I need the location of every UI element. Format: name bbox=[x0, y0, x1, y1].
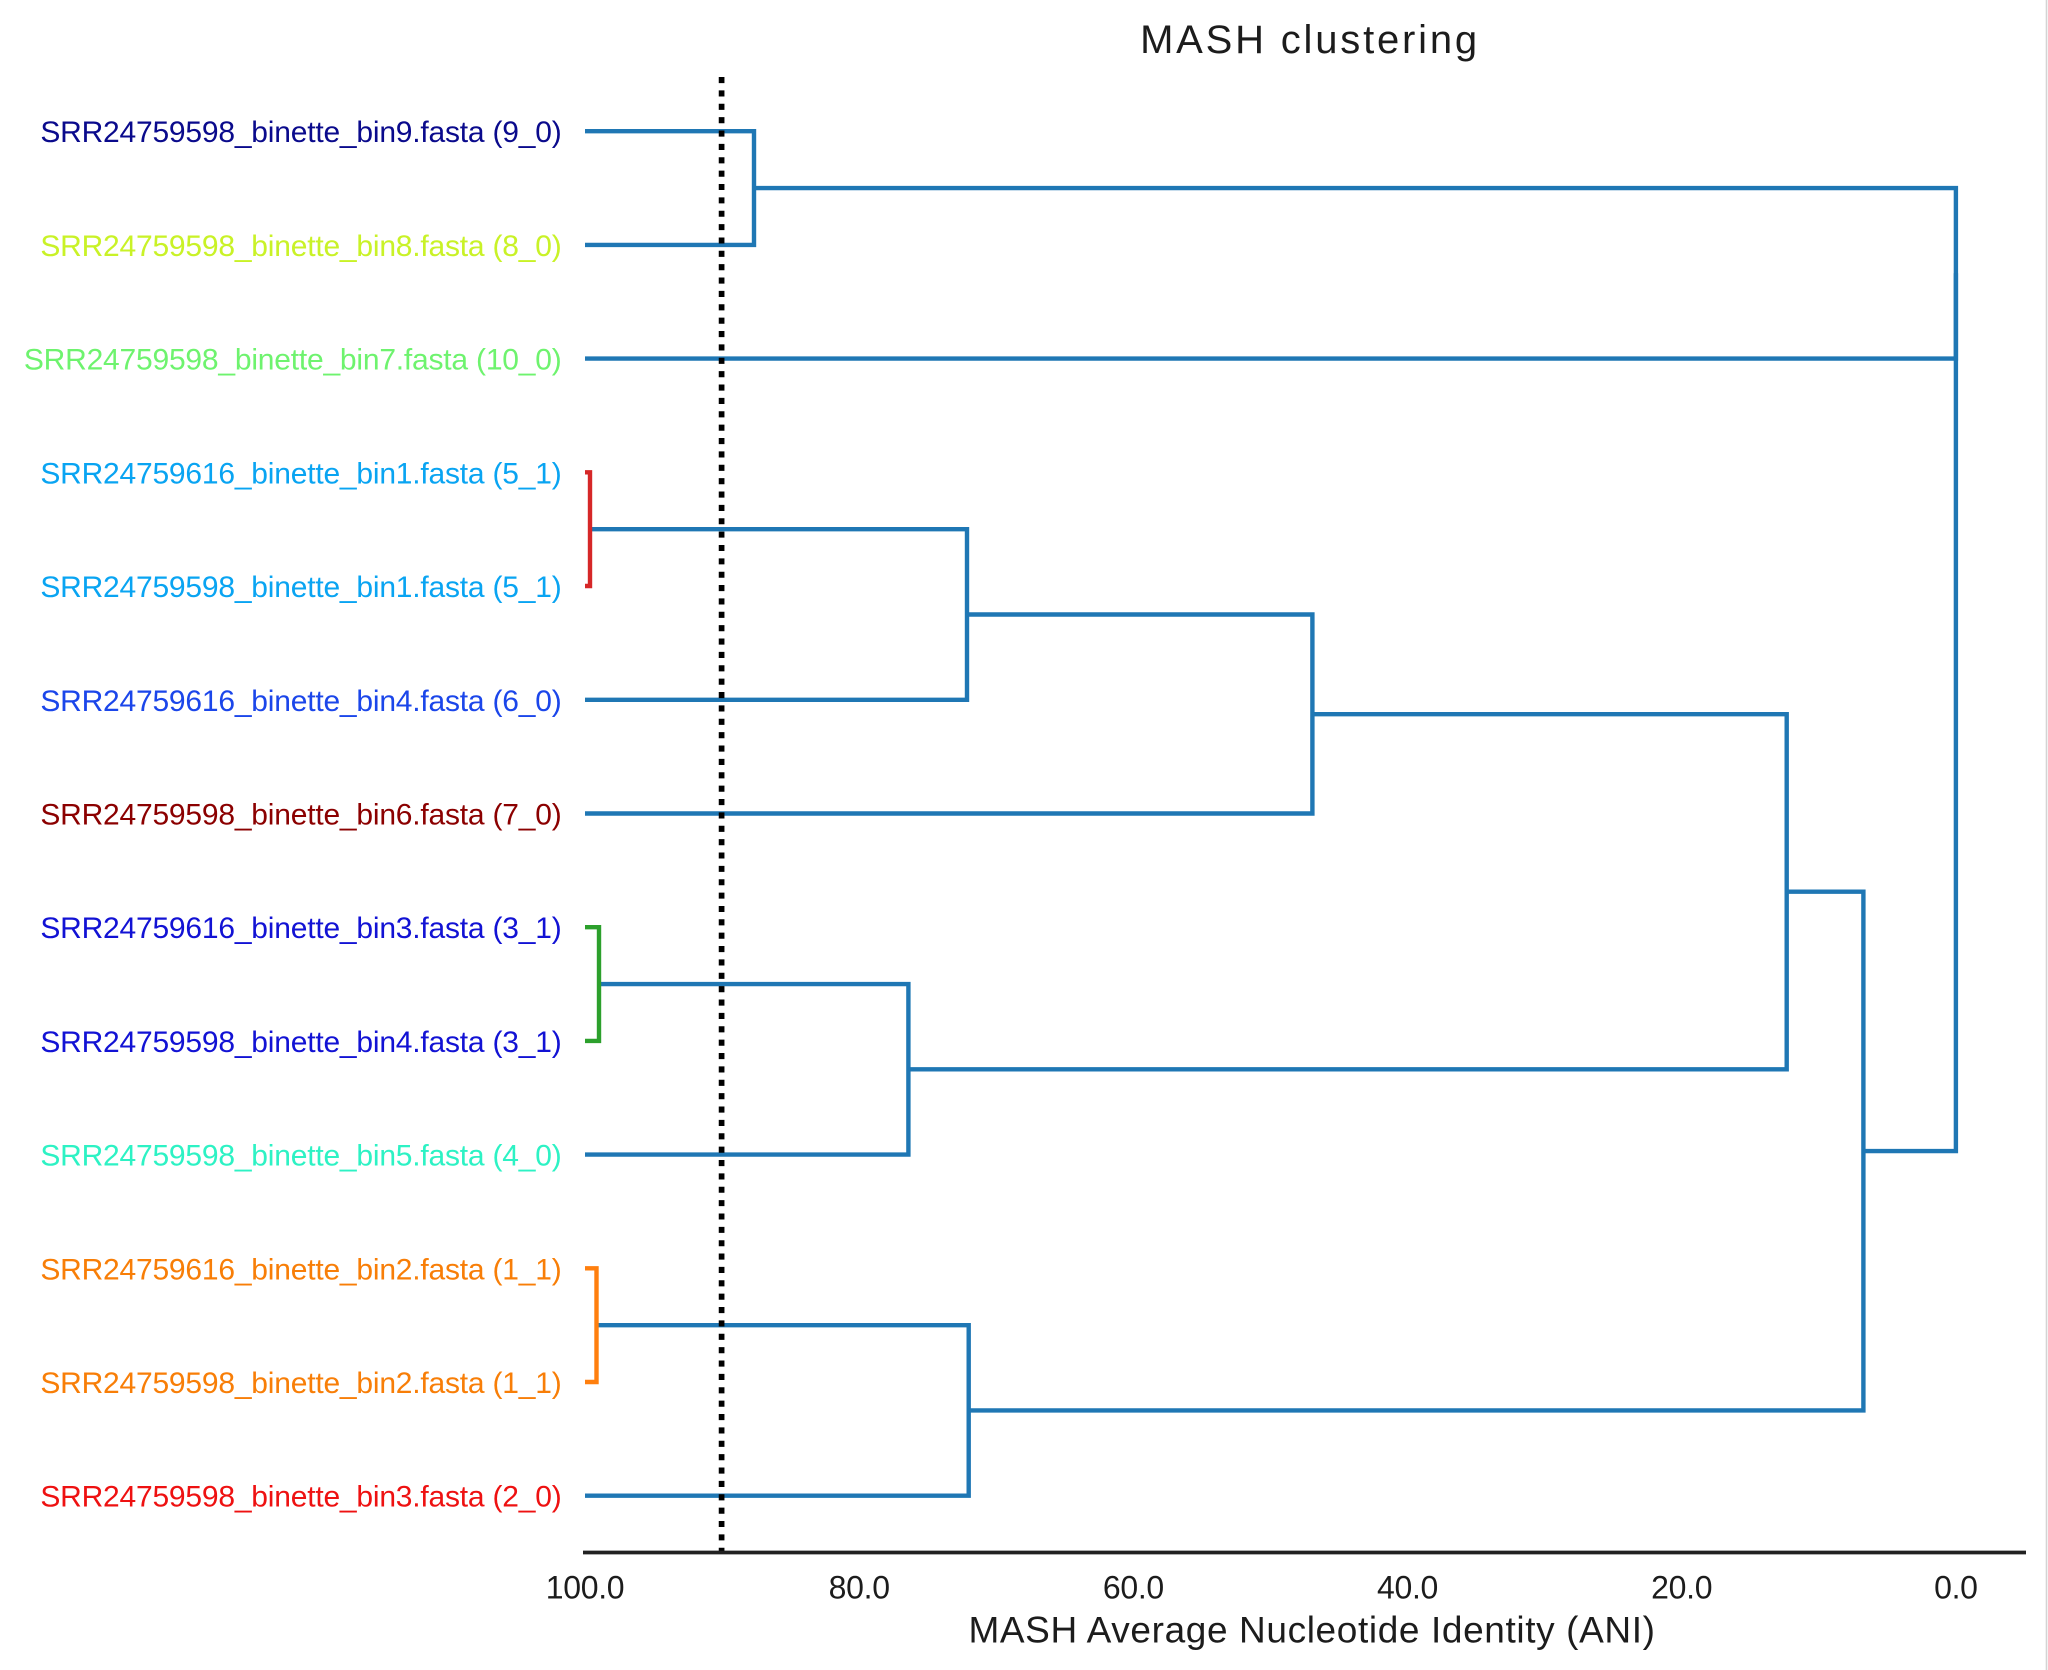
svg-text:SRR24759598_binette_bin9.fasta: SRR24759598_binette_bin9.fasta (9_0) bbox=[40, 116, 561, 149]
svg-text:SRR24759598_binette_bin8.fasta: SRR24759598_binette_bin8.fasta (8_0) bbox=[40, 230, 561, 263]
svg-text:MASH clustering: MASH clustering bbox=[1140, 18, 1480, 62]
svg-text:SRR24759598_binette_bin3.fasta: SRR24759598_binette_bin3.fasta (2_0) bbox=[40, 1481, 561, 1514]
svg-text:40.0: 40.0 bbox=[1377, 1570, 1438, 1606]
svg-text:SRR24759616_binette_bin1.fasta: SRR24759616_binette_bin1.fasta (5_1) bbox=[40, 457, 561, 490]
svg-text:SRR24759598_binette_bin7.fasta: SRR24759598_binette_bin7.fasta (10_0) bbox=[24, 344, 562, 377]
svg-text:20.0: 20.0 bbox=[1651, 1570, 1712, 1606]
svg-text:60.0: 60.0 bbox=[1103, 1570, 1164, 1606]
svg-text:SRR24759598_binette_bin2.fasta: SRR24759598_binette_bin2.fasta (1_1) bbox=[40, 1367, 561, 1400]
svg-text:100.0: 100.0 bbox=[546, 1570, 625, 1606]
svg-text:SRR24759616_binette_bin4.fasta: SRR24759616_binette_bin4.fasta (6_0) bbox=[40, 685, 561, 718]
svg-text:SRR24759616_binette_bin3.fasta: SRR24759616_binette_bin3.fasta (3_1) bbox=[40, 912, 561, 945]
svg-text:SRR24759616_binette_bin2.fasta: SRR24759616_binette_bin2.fasta (1_1) bbox=[40, 1253, 561, 1286]
svg-text:SRR24759598_binette_bin1.fasta: SRR24759598_binette_bin1.fasta (5_1) bbox=[40, 571, 561, 604]
svg-text:SRR24759598_binette_bin5.fasta: SRR24759598_binette_bin5.fasta (4_0) bbox=[40, 1140, 561, 1173]
svg-text:0.0: 0.0 bbox=[1934, 1570, 1978, 1606]
svg-text:SRR24759598_binette_bin4.fasta: SRR24759598_binette_bin4.fasta (3_1) bbox=[40, 1026, 561, 1059]
svg-text:80.0: 80.0 bbox=[829, 1570, 890, 1606]
svg-text:MASH Average Nucleotide Identi: MASH Average Nucleotide Identity (ANI) bbox=[968, 1609, 1655, 1650]
svg-text:SRR24759598_binette_bin6.fasta: SRR24759598_binette_bin6.fasta (7_0) bbox=[40, 799, 561, 832]
